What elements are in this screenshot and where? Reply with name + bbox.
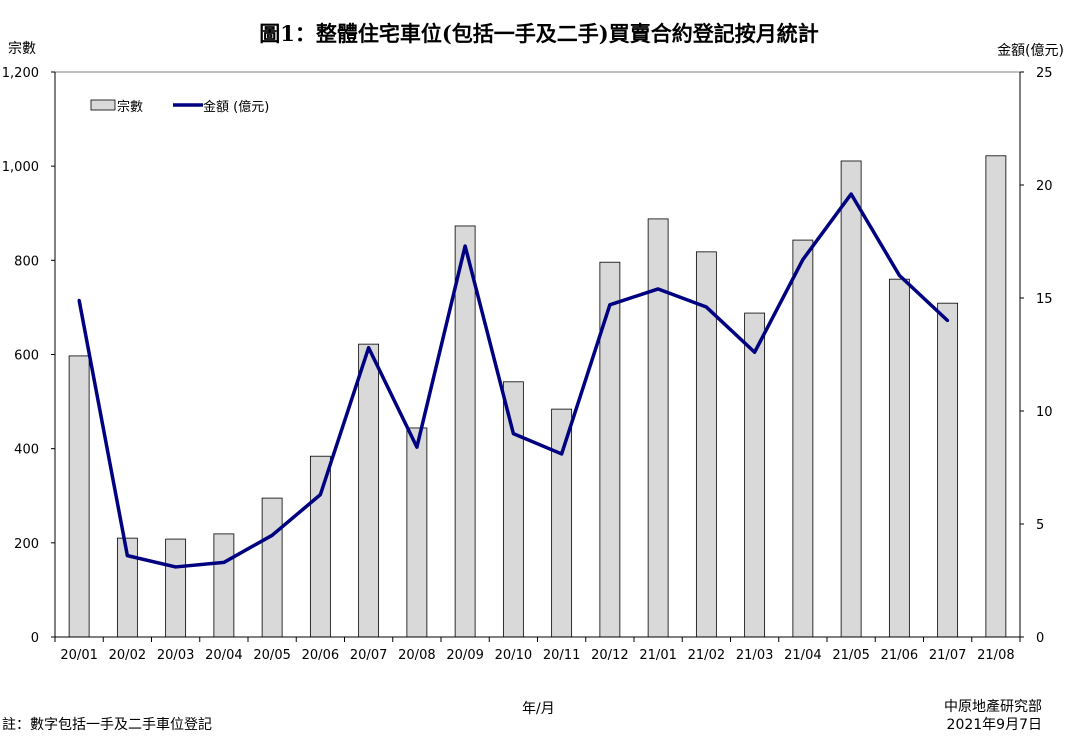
x-tick-label: 20/12 xyxy=(591,648,628,663)
x-tick-label: 20/08 xyxy=(398,648,435,663)
x-tick-label: 20/10 xyxy=(495,648,532,663)
bar xyxy=(406,427,428,638)
bar xyxy=(744,312,766,638)
right-tick-label: 25 xyxy=(1036,66,1053,81)
right-tick-label: 10 xyxy=(1036,405,1053,420)
amount-point xyxy=(222,560,226,564)
date-label: 2021年9月7日 xyxy=(946,717,1042,733)
x-tick-label: 20/09 xyxy=(446,648,483,663)
amount-point xyxy=(704,305,708,309)
x-tick-label: 20/07 xyxy=(350,648,387,663)
legend-bar-swatch xyxy=(90,99,116,111)
bar xyxy=(792,239,814,638)
amount-point xyxy=(125,554,129,558)
source-label: 中原地產研究部 xyxy=(944,699,1042,715)
left-tick-label: 1,200 xyxy=(2,66,39,81)
amount-point xyxy=(174,565,178,569)
x-tick-label: 20/02 xyxy=(109,648,146,663)
x-tick-label: 21/08 xyxy=(977,648,1014,663)
amount-point xyxy=(801,258,805,262)
left-tick-label: 800 xyxy=(14,254,39,269)
bar xyxy=(68,355,90,638)
bar xyxy=(599,261,621,638)
x-tick-label: 20/03 xyxy=(157,648,194,663)
amount-point xyxy=(415,445,419,449)
x-tick-label: 20/05 xyxy=(253,648,290,663)
amount-point xyxy=(897,273,901,277)
bar xyxy=(309,455,331,638)
chart-title: 圖1：整體住宅車位(包括一手及二手)買賣合約登記按月統計 xyxy=(259,21,819,46)
plot-frame xyxy=(54,71,1021,638)
bar xyxy=(165,538,187,638)
amount-point xyxy=(753,350,757,354)
left-tick-label: 200 xyxy=(14,537,39,552)
x-tick-label: 20/01 xyxy=(60,648,97,663)
amount-point xyxy=(270,533,274,537)
x-tick-label: 20/11 xyxy=(543,648,580,663)
bar xyxy=(551,408,573,638)
x-tick-label: 21/04 xyxy=(784,648,821,663)
bar xyxy=(358,343,380,638)
right-tick-label: 15 xyxy=(1036,292,1053,307)
x-tick-label: 21/01 xyxy=(639,648,676,663)
amount-point xyxy=(511,432,515,436)
bar xyxy=(502,381,524,638)
legend-bar-label: 宗數 xyxy=(117,99,143,115)
bar xyxy=(840,160,862,638)
x-axis-label: 年/月 xyxy=(522,701,555,717)
x-tick-label: 21/03 xyxy=(736,648,773,663)
bar xyxy=(695,251,717,638)
x-tick-label: 21/05 xyxy=(832,648,869,663)
amount-point xyxy=(656,287,660,291)
right-tick-label: 0 xyxy=(1036,631,1044,646)
amount-point xyxy=(608,303,612,307)
left-tick-label: 0 xyxy=(31,631,39,646)
bar xyxy=(937,302,959,638)
amount-point xyxy=(560,452,564,456)
x-tick-label: 21/02 xyxy=(688,648,725,663)
left-tick-label: 1,000 xyxy=(2,160,39,175)
left-tick-label: 600 xyxy=(14,349,39,364)
bar xyxy=(985,155,1007,638)
left-axis-label: 宗數 xyxy=(8,41,36,57)
right-axis-label: 金額(億元) xyxy=(997,43,1064,59)
amount-point xyxy=(77,298,81,302)
bar xyxy=(888,278,910,638)
legend-line-label: 金額 (億元) xyxy=(203,99,269,115)
amount-point xyxy=(946,319,950,323)
right-tick-label: 5 xyxy=(1036,518,1044,533)
amount-point xyxy=(318,493,322,497)
x-tick-label: 21/06 xyxy=(881,648,918,663)
footnote: 註：數字包括一手及二手車位登記 xyxy=(2,717,212,733)
amount-point xyxy=(849,192,853,196)
right-tick-label: 20 xyxy=(1036,179,1053,194)
bar xyxy=(647,218,669,638)
bar xyxy=(454,225,476,638)
amount-point xyxy=(463,244,467,248)
x-tick-label: 21/07 xyxy=(929,648,966,663)
bar xyxy=(213,533,235,638)
amount-point xyxy=(367,346,371,350)
left-tick-label: 400 xyxy=(14,443,39,458)
x-tick-label: 20/06 xyxy=(302,648,339,663)
x-tick-label: 20/04 xyxy=(205,648,242,663)
bar xyxy=(261,497,283,638)
